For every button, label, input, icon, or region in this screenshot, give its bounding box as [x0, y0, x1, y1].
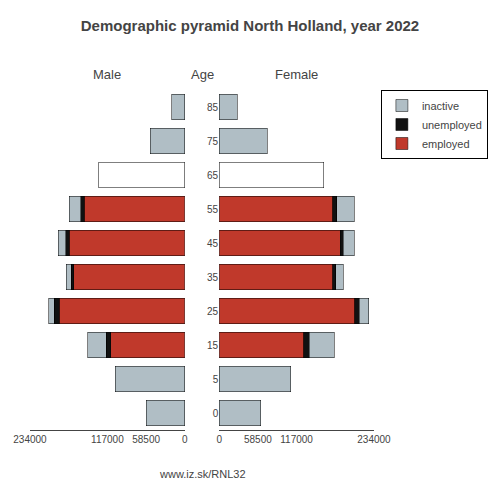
svg-text:45: 45	[207, 238, 219, 249]
svg-text:65: 65	[207, 170, 219, 181]
svg-text:234000: 234000	[13, 434, 47, 445]
svg-text:58500: 58500	[132, 434, 160, 445]
svg-text:Demographic pyramid North Holl: Demographic pyramid North Holland, year …	[81, 17, 419, 34]
svg-text:Age: Age	[191, 67, 214, 82]
svg-text:58500: 58500	[244, 434, 272, 445]
svg-text:unemployed: unemployed	[422, 119, 482, 131]
svg-text:55: 55	[207, 204, 219, 215]
svg-text:25: 25	[207, 306, 219, 317]
svg-text:0: 0	[216, 434, 222, 445]
svg-text:35: 35	[207, 272, 219, 283]
svg-text:117000: 117000	[91, 434, 124, 445]
svg-text:85: 85	[207, 102, 219, 113]
svg-text:Male: Male	[93, 67, 121, 82]
svg-text:www.iz.sk/RNL32: www.iz.sk/RNL32	[159, 468, 246, 480]
svg-text:0: 0	[213, 408, 219, 419]
svg-text:0: 0	[182, 434, 188, 445]
svg-text:Female: Female	[275, 67, 318, 82]
svg-text:75: 75	[207, 136, 219, 147]
svg-text:employed: employed	[422, 138, 470, 150]
svg-text:inactive: inactive	[422, 100, 459, 112]
svg-text:234000: 234000	[357, 434, 391, 445]
svg-text:117000: 117000	[280, 434, 313, 445]
svg-text:5: 5	[213, 374, 219, 385]
svg-text:15: 15	[207, 340, 219, 351]
